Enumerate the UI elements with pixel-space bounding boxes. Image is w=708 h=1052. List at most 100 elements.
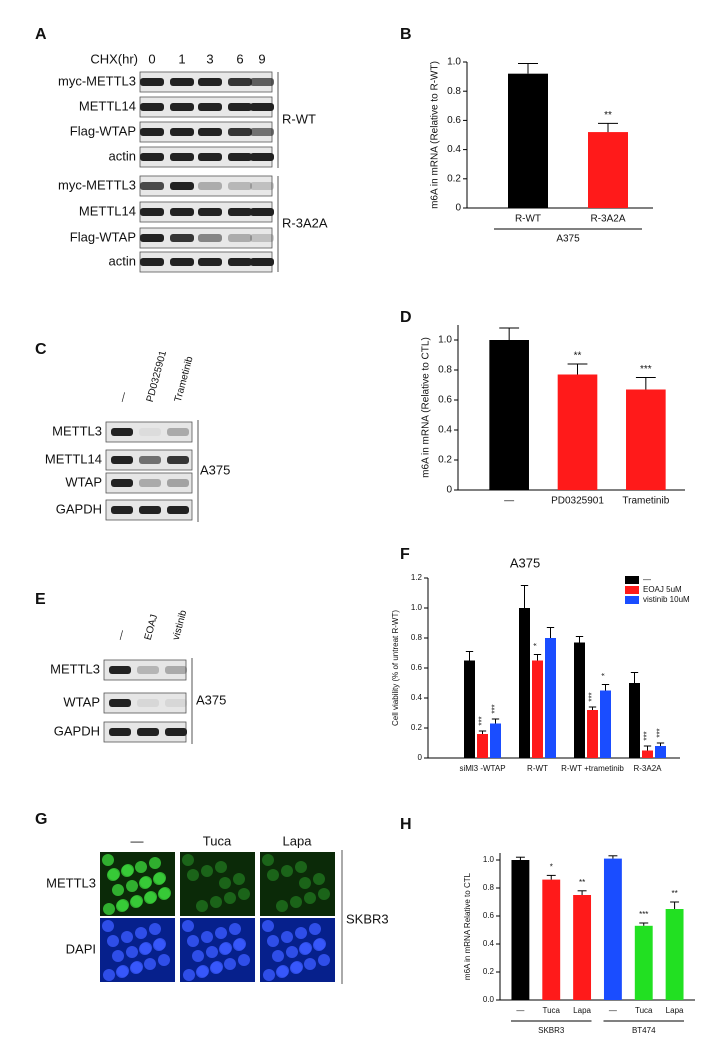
significance: *** xyxy=(643,731,652,740)
side-label: A375 xyxy=(196,692,226,707)
bar xyxy=(511,860,530,1000)
cell-nucleus xyxy=(159,887,171,899)
blot-band xyxy=(250,258,274,266)
cell-nucleus xyxy=(304,958,316,970)
side-label: A375 xyxy=(200,462,230,477)
cell-nucleus xyxy=(267,935,279,947)
lane-label: — xyxy=(115,629,128,642)
bar xyxy=(477,734,488,758)
blot-band xyxy=(165,666,187,674)
y-tick-label: 0.2 xyxy=(447,173,461,184)
cell-nucleus xyxy=(201,865,213,877)
cell-nucleus xyxy=(318,888,330,900)
blot-band xyxy=(140,182,164,190)
y-tick-label: 0.2 xyxy=(483,967,495,976)
cell-nucleus xyxy=(187,935,199,947)
bar xyxy=(588,132,628,208)
blot-band xyxy=(198,234,222,242)
micrograph xyxy=(180,852,255,916)
y-tick-label: 0.6 xyxy=(447,115,461,126)
blot-band xyxy=(228,258,252,266)
image-column-label: — xyxy=(131,833,144,848)
bar xyxy=(532,660,543,758)
lane-label: EOAJ xyxy=(143,613,160,641)
cell-nucleus xyxy=(196,900,208,912)
cell-nucleus xyxy=(262,854,274,866)
cell-nucleus xyxy=(108,868,120,880)
y-tick-label: 0.4 xyxy=(483,939,495,948)
y-tick-label: 0.6 xyxy=(438,395,452,406)
image-column-label: Lapa xyxy=(283,833,313,848)
significance: ** xyxy=(574,351,582,362)
blot-row-label: myc-METTL3 xyxy=(58,177,136,192)
bar xyxy=(574,642,585,758)
y-tick-label: 0.2 xyxy=(411,723,423,732)
cell-nucleus xyxy=(281,865,293,877)
blot-strip xyxy=(103,692,187,714)
y-tick-label: 0 xyxy=(418,753,423,762)
blot-band xyxy=(228,234,252,242)
x-tick-label: Lapa xyxy=(573,1006,591,1015)
cell-nucleus xyxy=(121,931,133,943)
cell-nucleus xyxy=(210,896,222,908)
significance: * xyxy=(550,863,553,872)
blot-band xyxy=(170,128,194,136)
cell-nucleus xyxy=(135,861,147,873)
panel-letter: G xyxy=(35,811,47,828)
error-bar xyxy=(567,363,588,375)
cell-nucleus xyxy=(295,861,307,873)
blot-band xyxy=(109,666,131,674)
cell-nucleus xyxy=(219,877,231,889)
blot-band xyxy=(137,699,159,707)
y-tick-label: 1.2 xyxy=(411,573,423,582)
cell-nucleus xyxy=(135,927,147,939)
y-tick-label: 1.0 xyxy=(438,335,452,346)
blot-band xyxy=(198,208,222,216)
bar xyxy=(642,750,653,758)
blot-band xyxy=(109,728,131,736)
legend-swatch xyxy=(625,596,639,604)
blot-band xyxy=(198,153,222,161)
blot-band xyxy=(140,208,164,216)
y-tick-label: 0.0 xyxy=(483,995,495,1004)
cell-nucleus xyxy=(126,880,138,892)
blot-row-label: Flag-WTAP xyxy=(70,123,136,138)
cell-nucleus xyxy=(314,938,326,950)
blot-band xyxy=(167,428,189,436)
image-row-label: DAPI xyxy=(66,941,96,956)
cell-nucleus xyxy=(220,942,232,954)
panel-letter: D xyxy=(400,309,412,326)
significance: ** xyxy=(604,110,612,121)
blot-band xyxy=(250,208,274,216)
blot-band xyxy=(250,182,274,190)
legend-label: EOAJ 5uM xyxy=(643,585,682,594)
error-bar xyxy=(643,745,652,751)
blot-band xyxy=(198,103,222,111)
cell-nucleus xyxy=(197,965,209,977)
cell-nucleus xyxy=(277,965,289,977)
cell-nucleus xyxy=(211,961,223,973)
lane-label: — xyxy=(117,391,130,404)
bar xyxy=(587,710,598,758)
cell-nucleus xyxy=(276,900,288,912)
blot-row-label: METTL3 xyxy=(52,423,102,438)
cell-nucleus xyxy=(215,927,227,939)
bar xyxy=(542,879,561,1000)
blot-band xyxy=(228,128,252,136)
bar xyxy=(626,389,666,490)
blot-strip xyxy=(105,421,193,443)
x-tick-label: Lapa xyxy=(666,1006,684,1015)
y-tick-label: 0 xyxy=(455,203,461,214)
blot-band xyxy=(198,258,222,266)
cell-nucleus xyxy=(192,950,204,962)
legend-swatch xyxy=(625,586,639,594)
cell-nucleus xyxy=(229,923,241,935)
cell-nucleus xyxy=(140,942,152,954)
bar xyxy=(655,746,666,758)
blot-band xyxy=(111,428,133,436)
cell-nucleus xyxy=(281,931,293,943)
y-tick-label: 0.4 xyxy=(411,693,423,702)
cell-nucleus xyxy=(291,961,303,973)
cell-nucleus xyxy=(234,938,246,950)
cell-nucleus xyxy=(158,954,170,966)
